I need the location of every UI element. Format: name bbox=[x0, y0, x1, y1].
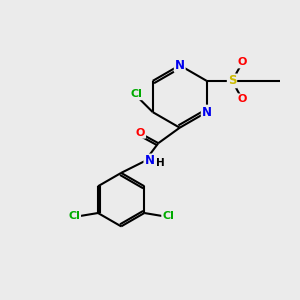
Text: S: S bbox=[228, 74, 236, 87]
Text: O: O bbox=[238, 94, 247, 104]
Text: N: N bbox=[144, 154, 154, 167]
Text: H: H bbox=[156, 158, 165, 168]
Text: Cl: Cl bbox=[162, 211, 174, 221]
Text: O: O bbox=[136, 128, 145, 138]
Text: Cl: Cl bbox=[130, 89, 142, 99]
Text: O: O bbox=[238, 58, 247, 68]
Text: Cl: Cl bbox=[68, 211, 80, 221]
Text: N: N bbox=[175, 59, 185, 72]
Text: N: N bbox=[202, 106, 212, 118]
